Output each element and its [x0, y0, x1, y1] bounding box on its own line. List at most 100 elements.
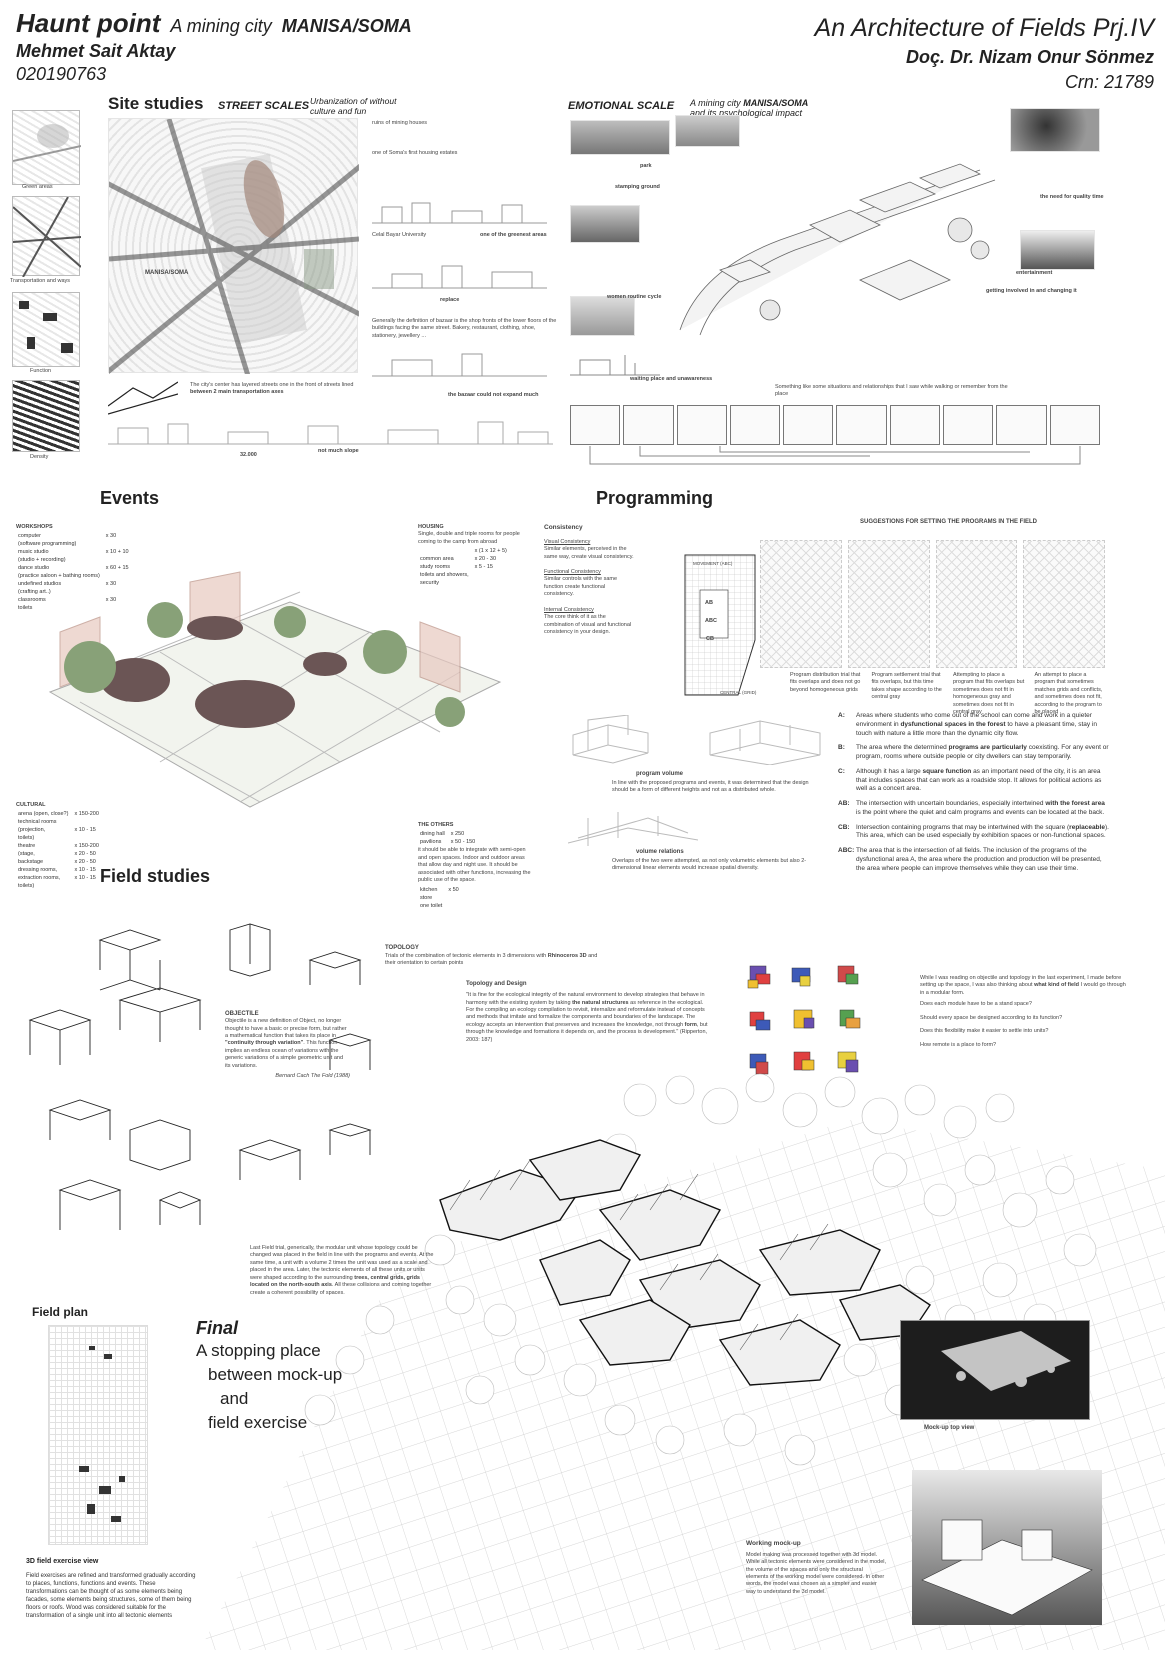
photo-tree [1010, 108, 1100, 152]
legend-item-abc: ABC: The area that is the intersection of… [838, 847, 1102, 872]
thumb-label-function: Function [30, 368, 52, 374]
thumb-map-function [12, 292, 80, 367]
suggestion-diagram-1 [760, 540, 842, 668]
consistency-block: Consistency Visual Consistency Similar e… [544, 524, 636, 636]
table-row: toilets) [18, 835, 35, 842]
others-note: it should be able to integrate with semi… [418, 847, 531, 884]
working-mockup-block: Working mock-up Model making was process… [746, 1540, 886, 1596]
topology-text: Trials of the combination of tectonic el… [385, 953, 598, 967]
functional-consistency-title: Functional Consistency [544, 569, 601, 576]
student-id: 020190763 [16, 64, 107, 84]
site-bottom-note-2: the bazaar could not expand much [448, 392, 539, 398]
working-mockup-title: Working mock-up [746, 1540, 801, 1547]
zone-legend: A: Areas where students who come out of t… [838, 712, 1110, 873]
workshops-table: computer x 30 (software programming) musi… [16, 531, 135, 613]
table-row: study rooms x 5 - 15 [420, 564, 493, 571]
table-row: (studio + recording) [18, 557, 66, 564]
site-bottom-note-1: The city's center has layered streets on… [190, 382, 354, 396]
site-note-ruins: ruins of mining houses [372, 120, 428, 126]
cultural-table: arena (open, close?) x 150-200 technical … [16, 809, 105, 891]
photo-building [1020, 230, 1095, 270]
table-row: (software programming) [18, 541, 77, 548]
table-row: store [420, 894, 433, 901]
project-name: Haunt point [16, 8, 161, 38]
table-row: dining hall x 250 [420, 831, 465, 838]
site-bottom-note-3: not much slope [318, 448, 359, 454]
emo-note-waiting: waiting place and unawareness [630, 376, 713, 382]
slope-diagram [108, 381, 178, 415]
emotional-frames [570, 405, 1100, 445]
emo-frame-8 [943, 405, 994, 445]
visual-consistency-text: Similar elements, perceived in the same … [544, 546, 634, 560]
housing-block: HOUSING Single, double and triple rooms … [418, 524, 528, 588]
program-volume-sketch [572, 715, 649, 764]
suggestion-caption-1: Program distribution trial that fits ove… [790, 672, 861, 693]
street-section-2 [372, 265, 547, 289]
emo-frame-10 [1049, 405, 1100, 445]
questions-intro: While I was reading on objectile and top… [920, 975, 1126, 996]
list-item: Does this flexibility make it easier to … [920, 1028, 1049, 1035]
site-note-university: Celal Bayar University [372, 232, 427, 238]
course-block: An Architecture of Fields Prj.IV Doç. Dr… [815, 14, 1154, 93]
others-title: THE OTHERS [418, 822, 454, 828]
table-row: pavilions x 50 - 150 [420, 839, 476, 846]
emo-note-entertainment: entertainment [1016, 270, 1053, 276]
table-row: (stage, x 20 - 50 [18, 851, 96, 858]
suggestion-diagram-4 [1023, 540, 1105, 668]
site-note-housing: one of Soma's first housing estates [372, 150, 458, 156]
table-row: dance studio x 60 + 15 [18, 565, 129, 572]
volume-relations-title: volume relations [636, 849, 684, 855]
others-block: THE OTHERS dining hall x 250 pavilions x 5… [418, 822, 533, 911]
site-map-caption: MANISA/SOMA [145, 270, 189, 276]
objectile-citation: Bernard Cach The Fold (1988) [275, 1073, 350, 1080]
working-mockup-text: Model making was processed together with… [746, 1551, 887, 1595]
table-row: technical rooms [18, 819, 57, 826]
emo-frame-6 [836, 405, 887, 445]
others-table: dining hall x 250 pavilions x 50 - 150 [418, 829, 481, 847]
table-row: (projection, x 10 - 15 [18, 827, 96, 834]
street-section-3 [372, 353, 547, 377]
cultural-title: CULTURAL [16, 802, 46, 808]
topology-title: TOPOLOGY [385, 945, 419, 951]
thumb-map-transport [12, 196, 82, 278]
volume-relations-text: Overlaps of the two were attempted, as n… [612, 858, 807, 872]
emo-frame-1 [570, 405, 621, 445]
list-item: How remote is a place to form? [920, 1041, 997, 1048]
field-plan-heading: Field plan [32, 1305, 89, 1319]
objectile-text: Objectile is a new definition of Object,… [225, 1018, 347, 1069]
program-volume-title: program volume [636, 771, 684, 777]
table-row: one toilet [420, 902, 443, 909]
table-row: toilets [18, 605, 33, 612]
suggestion-caption-4: An attempt to place a program that somet… [1034, 672, 1103, 716]
street-elevation-strip [108, 421, 553, 445]
final-subtitle: A stopping place between mock-up and fie… [196, 1341, 343, 1432]
legend-item-c: C: Although it has a large square functio… [838, 767, 1102, 793]
questions-list: Does each module have to be a stand spac… [920, 1001, 1130, 1049]
table-row: classrooms x 30 [18, 597, 117, 604]
suggestion-diagram-2 [847, 540, 930, 668]
suggestion-diagrams [760, 540, 1105, 668]
site-bottom-note-4: 32.000 [240, 452, 257, 458]
zoning-plan [684, 554, 756, 696]
mockup-top-label: Mock-up top view [924, 1425, 975, 1431]
street-section-1 [372, 202, 547, 224]
table-row: dressing rooms, x 10 - 15 [18, 867, 96, 874]
topology-design-title: Topology and Design [466, 981, 527, 987]
table-row: arena (open, close?) x 150-200 [18, 811, 99, 818]
last-trial-text: Last Field trial, generically, the modul… [250, 1245, 434, 1296]
emotional-subtitle: A mining city MANISA/SOMA and its psychol… [690, 98, 809, 118]
events-heading: Events [100, 488, 160, 508]
suggestion-caption-3: Attempting to place a program that fits … [953, 672, 1025, 716]
table-row: extraction rooms, x 10 - 15 [18, 875, 96, 882]
legend-item-ab: AB: The intersection with uncertain bound… [838, 800, 1105, 816]
photo-street-2 [675, 115, 740, 147]
photo-street-3 [570, 205, 640, 243]
site-studies-heading: Site studies [108, 94, 204, 113]
author-name: Mehmet Sait Aktay [16, 41, 176, 61]
workshops-title: WORKSHOPS [16, 524, 53, 530]
photo-street-1 [570, 120, 670, 155]
zone-label-ab: AB [705, 600, 713, 606]
site-note-replace: replace [440, 297, 460, 303]
field-exercise-view-text: Field exercises are refined and transfor… [26, 1573, 196, 1620]
last-trial-block: Last Field trial, generically, the modul… [250, 1245, 435, 1297]
